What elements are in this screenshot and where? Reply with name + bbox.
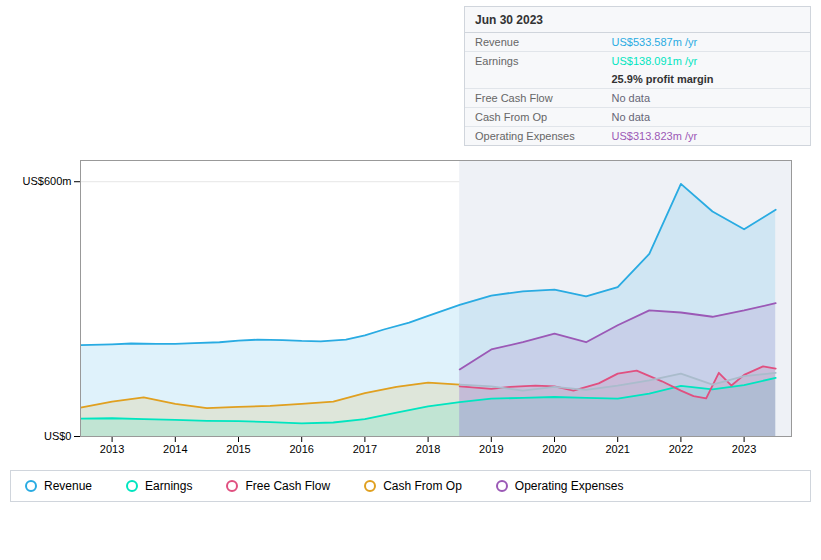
html-text:US$138.091m /yr: US$138.091m /yr — [611, 55, 698, 67]
html-text:Operating Expenses: Operating Expenses — [514, 479, 624, 493]
svg-text:2020: 2020 — [542, 443, 566, 455]
html-text:US$313.823m /yr: US$313.823m /yr — [611, 130, 698, 142]
svg-text:2022: 2022 — [669, 443, 693, 455]
svg-text:2017: 2017 — [353, 443, 377, 455]
svg-text:US$0: US$0 — [44, 430, 72, 442]
html-text:No data: No data — [611, 111, 650, 123]
html-text:Revenue: Revenue — [475, 36, 519, 48]
html-text:Cash From Op: Cash From Op — [475, 111, 548, 123]
svg-text:US$600m: US$600m — [23, 175, 72, 187]
html-text:Earnings: Earnings — [145, 479, 193, 493]
html-text:Revenue: Revenue — [44, 479, 92, 493]
html-text:US$533.587m /yr: US$533.587m /yr — [611, 36, 698, 48]
html-text:No data: No data — [611, 92, 650, 104]
svg-text:2013: 2013 — [100, 443, 124, 455]
svg-text:2016: 2016 — [289, 443, 313, 455]
svg-text:2021: 2021 — [605, 443, 629, 455]
svg-text:2023: 2023 — [732, 443, 756, 455]
html-text:Jun 30 2023: Jun 30 2023 — [475, 13, 543, 27]
svg-text:2014: 2014 — [163, 443, 187, 455]
svg-text:2018: 2018 — [416, 443, 440, 455]
html-text:Operating Expenses: Operating Expenses — [475, 130, 575, 142]
html-text:25.9% profit margin: 25.9% profit margin — [611, 73, 714, 85]
html-text:Cash From Op: Cash From Op — [383, 479, 462, 493]
html-text:Free Cash Flow: Free Cash Flow — [245, 479, 331, 493]
html-text:Free Cash Flow: Free Cash Flow — [475, 92, 553, 104]
svg-text:2019: 2019 — [479, 443, 503, 455]
svg-text:2015: 2015 — [226, 443, 250, 455]
html-text:Earnings: Earnings — [475, 55, 519, 67]
